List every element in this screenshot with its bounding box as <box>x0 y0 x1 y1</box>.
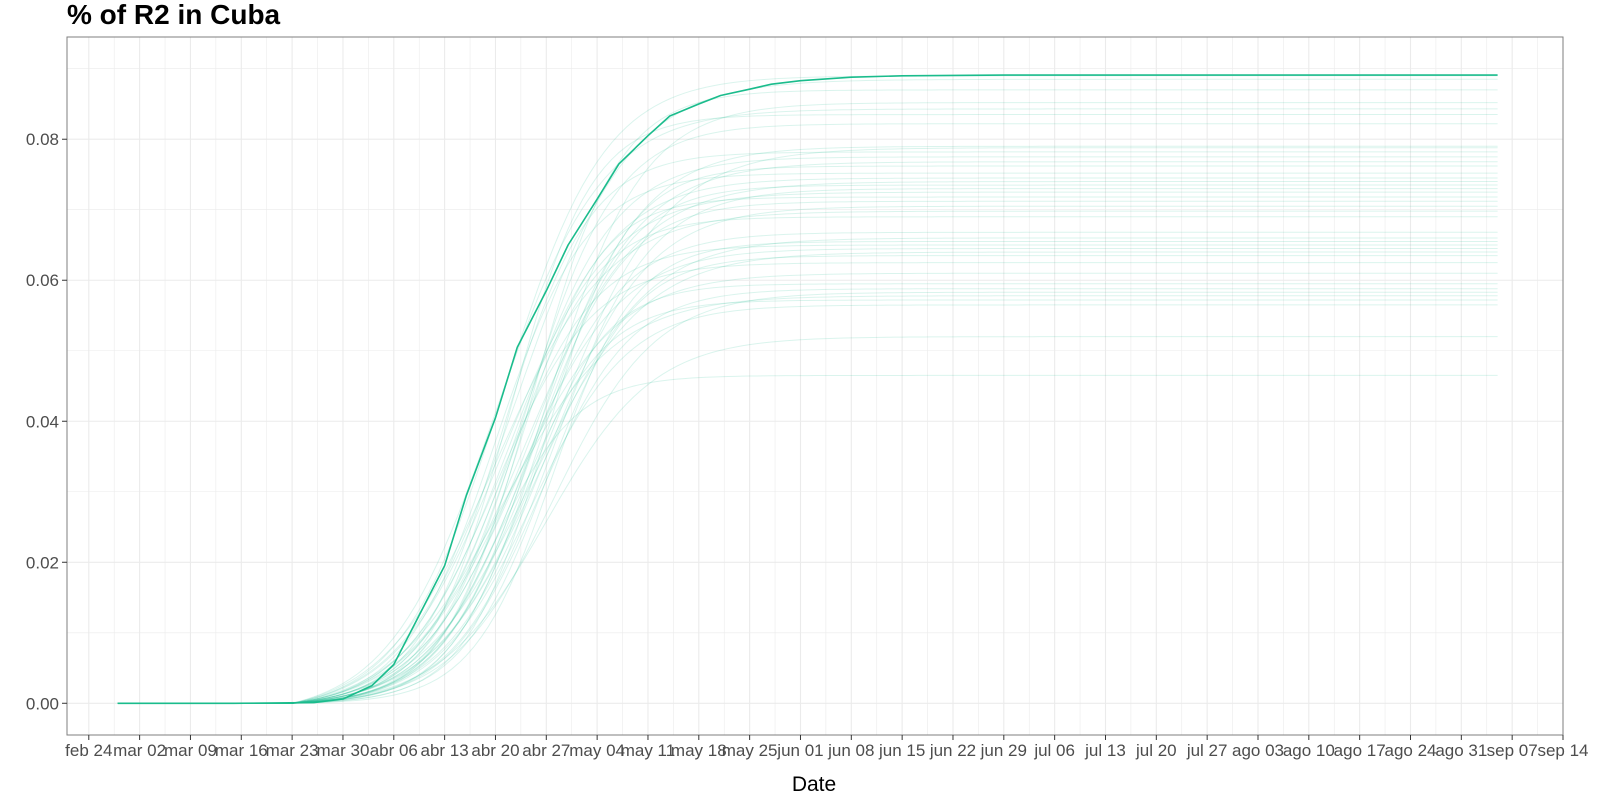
y-tick-label: 0.08 <box>26 130 59 149</box>
simulation-line <box>117 237 1498 704</box>
x-tick-label: abr 13 <box>421 741 469 760</box>
x-tick-label: sep 07 <box>1487 741 1538 760</box>
x-tick-label: jun 15 <box>878 741 925 760</box>
simulation-line <box>117 374 1498 704</box>
simulation-line <box>117 200 1498 704</box>
x-tick-label: jun 22 <box>929 741 976 760</box>
simulation-line <box>117 75 1498 704</box>
simulation-line <box>117 283 1498 704</box>
x-tick-label: jul 13 <box>1084 741 1126 760</box>
x-tick-label: may 25 <box>722 741 778 760</box>
x-tick-label: mar 23 <box>266 741 319 760</box>
simulation-line <box>117 251 1498 704</box>
simulation-line <box>117 145 1498 704</box>
simulation-line <box>117 248 1498 704</box>
simulation-line <box>117 304 1498 704</box>
x-tick-label: abr 20 <box>471 741 519 760</box>
simulation-line <box>117 295 1498 704</box>
x-tick-label: ago 17 <box>1334 741 1386 760</box>
y-tick-label: 0.06 <box>26 271 59 290</box>
simulation-line <box>117 191 1498 704</box>
grid-minor <box>67 37 1563 735</box>
x-tick-label: abr 27 <box>522 741 570 760</box>
simulation-line <box>117 188 1498 704</box>
simulation-line <box>117 114 1498 704</box>
simulation-line <box>117 336 1498 704</box>
simulation-line <box>117 231 1498 704</box>
x-tick-label: jun 29 <box>980 741 1027 760</box>
x-tick-label: may 04 <box>569 741 625 760</box>
x-tick-label: ago 31 <box>1435 741 1487 760</box>
x-tick-label: feb 24 <box>65 741 112 760</box>
simulation-line <box>117 210 1498 704</box>
x-tick-label: mar 30 <box>317 741 370 760</box>
x-tick-label: jul 06 <box>1033 741 1075 760</box>
simulation-line <box>117 205 1498 704</box>
chart-title: % of R2 in Cuba <box>67 0 281 30</box>
main-series-line <box>117 74 1498 705</box>
simulation-line <box>117 165 1498 704</box>
simulation-line <box>117 291 1498 704</box>
x-tick-label: ago 10 <box>1283 741 1335 760</box>
x-tick-label: may 18 <box>671 741 727 760</box>
simulation-line <box>117 161 1498 704</box>
x-tick-label: may 11 <box>621 741 676 760</box>
simulation-line <box>117 299 1498 704</box>
simulation-line <box>117 78 1498 704</box>
x-tick-label: jun 01 <box>776 741 823 760</box>
x-tick-label: sep 14 <box>1537 741 1588 760</box>
simulation-line <box>117 147 1498 704</box>
x-tick-label: mar 16 <box>215 741 268 760</box>
simulation-line <box>117 184 1498 704</box>
simulation-lines <box>117 75 1498 704</box>
x-tick-label: ago 24 <box>1384 741 1436 760</box>
y-tick-label: 0.04 <box>26 412 59 431</box>
x-tick-label: mar 02 <box>113 741 166 760</box>
simulation-line <box>117 255 1498 704</box>
x-tick-label: ago 03 <box>1232 741 1284 760</box>
simulation-line <box>117 181 1498 704</box>
simulation-line <box>117 196 1498 704</box>
simulation-line <box>117 102 1498 704</box>
x-tick-label: mar 09 <box>164 741 217 760</box>
simulation-line <box>117 262 1498 704</box>
main-series-line-group <box>117 74 1498 705</box>
simulation-line <box>117 108 1498 704</box>
simulation-line <box>117 172 1498 704</box>
simulation-line <box>117 244 1498 704</box>
x-tick-label: jun 08 <box>827 741 874 760</box>
y-tick-label: 0.02 <box>26 553 59 572</box>
simulation-line <box>117 156 1498 704</box>
x-tick-label: jul 27 <box>1186 741 1228 760</box>
simulation-line <box>117 151 1498 704</box>
simulation-line <box>117 288 1498 704</box>
y-tick-label: 0.00 <box>26 694 59 713</box>
x-axis-title: Date <box>792 773 836 796</box>
simulation-line <box>117 89 1498 704</box>
simulation-line <box>117 272 1498 704</box>
x-tick-label: jul 20 <box>1135 741 1177 760</box>
simulation-line <box>117 123 1498 704</box>
x-tick-label: abr 06 <box>370 741 418 760</box>
panel-border <box>66 36 1564 736</box>
grid-major <box>67 37 1564 735</box>
simulation-line <box>117 240 1498 704</box>
simulation-line <box>117 216 1498 704</box>
y-axis: 0.00 0.02 0.04 0.06 0.08 <box>26 130 67 713</box>
simulation-line <box>117 177 1498 704</box>
